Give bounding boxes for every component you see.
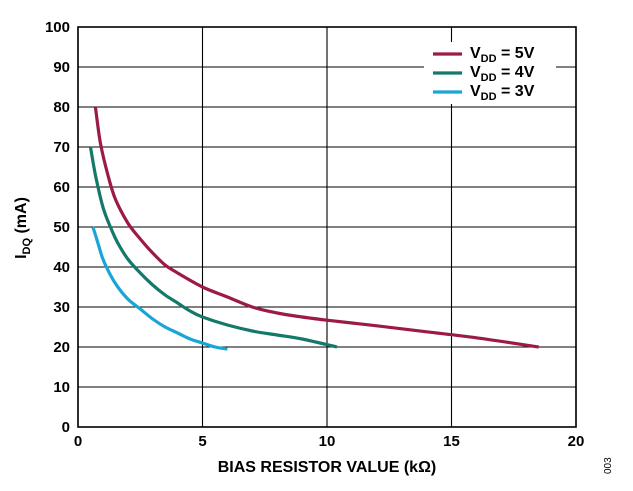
plot-frame [77,26,577,428]
y-tick-label: 30 [53,299,70,316]
y-tick-label: 40 [53,259,70,276]
legend-label-1: VDD = 5V [470,45,535,65]
legend-label-main: V [470,45,481,62]
y-axis-title-unit: (mA) [13,197,30,238]
series-line-3 [91,226,228,351]
y-tick-label: 10 [53,379,70,396]
legend-label-3: VDD = 3V [470,83,535,103]
legend-label-rest: = 4V [497,64,535,81]
x-tick-label: 0 [74,433,82,450]
legend-label-rest: = 3V [497,83,535,100]
x-axis-title: BIAS RESISTOR VALUE (kΩ) [218,459,436,476]
y-tick-label: 100 [45,19,70,36]
x-tick-label: 5 [198,433,206,450]
series-line-1 [93,106,539,349]
series-line-2 [88,146,338,349]
series-layer [88,106,539,351]
legend-label-main: V [470,64,481,81]
y-tick-label: 0 [62,419,70,436]
legend-label-rest: = 5V [497,45,535,62]
y-tick-label: 50 [53,219,70,236]
x-tick-label: 15 [443,433,460,450]
legend-label-2: VDD = 4V [470,64,535,84]
y-tick-label: 80 [53,99,70,116]
y-tick-label: 70 [53,139,70,156]
y-tick-labels: 0 10 20 30 40 50 60 70 80 90 100 [45,19,70,436]
x-tick-label: 10 [319,433,336,450]
y-axis-title-main: I [13,254,30,258]
y-axis-title-sub: DQ [21,238,33,255]
y-tick-label: 90 [53,59,70,76]
y-tick-label: 20 [53,339,70,356]
legend-label-sub: DD [481,72,497,84]
y-axis-title: IDQ (mA) [13,197,33,259]
legend-label-main: V [470,83,481,100]
y-tick-label: 60 [53,179,70,196]
legend-label-sub: DD [481,53,497,65]
x-tick-labels: 0 5 10 15 20 [74,433,585,450]
x-tick-label: 20 [568,433,585,450]
figure-id: 003 [603,457,614,474]
legend-label-sub: DD [481,91,497,103]
